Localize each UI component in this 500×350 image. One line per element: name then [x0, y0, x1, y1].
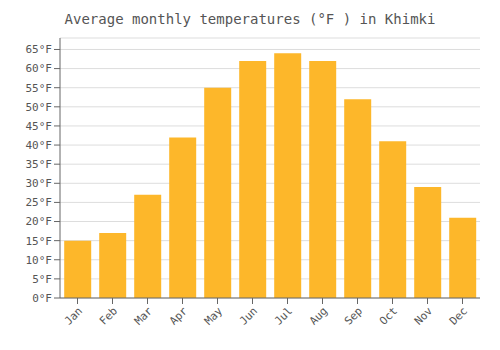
svg-text:65°F: 65°F: [26, 43, 53, 56]
svg-text:Jun: Jun: [237, 304, 260, 327]
svg-text:55°F: 55°F: [26, 82, 53, 95]
svg-text:Nov: Nov: [412, 304, 436, 328]
svg-text:Mar: Mar: [132, 304, 156, 328]
svg-text:60°F: 60°F: [26, 62, 53, 75]
svg-text:0°F: 0°F: [32, 292, 52, 305]
svg-text:35°F: 35°F: [26, 158, 53, 171]
svg-text:Jul: Jul: [272, 304, 295, 327]
svg-text:Apr: Apr: [167, 304, 191, 328]
svg-text:May: May: [202, 304, 226, 328]
svg-text:25°F: 25°F: [26, 196, 53, 209]
svg-text:Feb: Feb: [97, 304, 120, 327]
svg-text:Oct: Oct: [377, 304, 400, 327]
svg-text:Aug: Aug: [307, 304, 330, 327]
html-text:Average monthly temperatures (: Average monthly temperatures (°F ) in Kh…: [64, 11, 436, 27]
svg-text:50°F: 50°F: [26, 101, 53, 114]
svg-text:Sep: Sep: [342, 304, 365, 327]
svg-text:45°F: 45°F: [26, 120, 53, 133]
svg-text:10°F: 10°F: [26, 254, 53, 267]
svg-text:30°F: 30°F: [26, 177, 53, 190]
svg-text:Dec: Dec: [447, 304, 470, 327]
svg-text:40°F: 40°F: [26, 139, 53, 152]
svg-text:Jan: Jan: [62, 304, 85, 327]
svg-text:5°F: 5°F: [32, 273, 52, 286]
svg-text:15°F: 15°F: [26, 235, 53, 248]
svg-text:20°F: 20°F: [26, 215, 53, 228]
